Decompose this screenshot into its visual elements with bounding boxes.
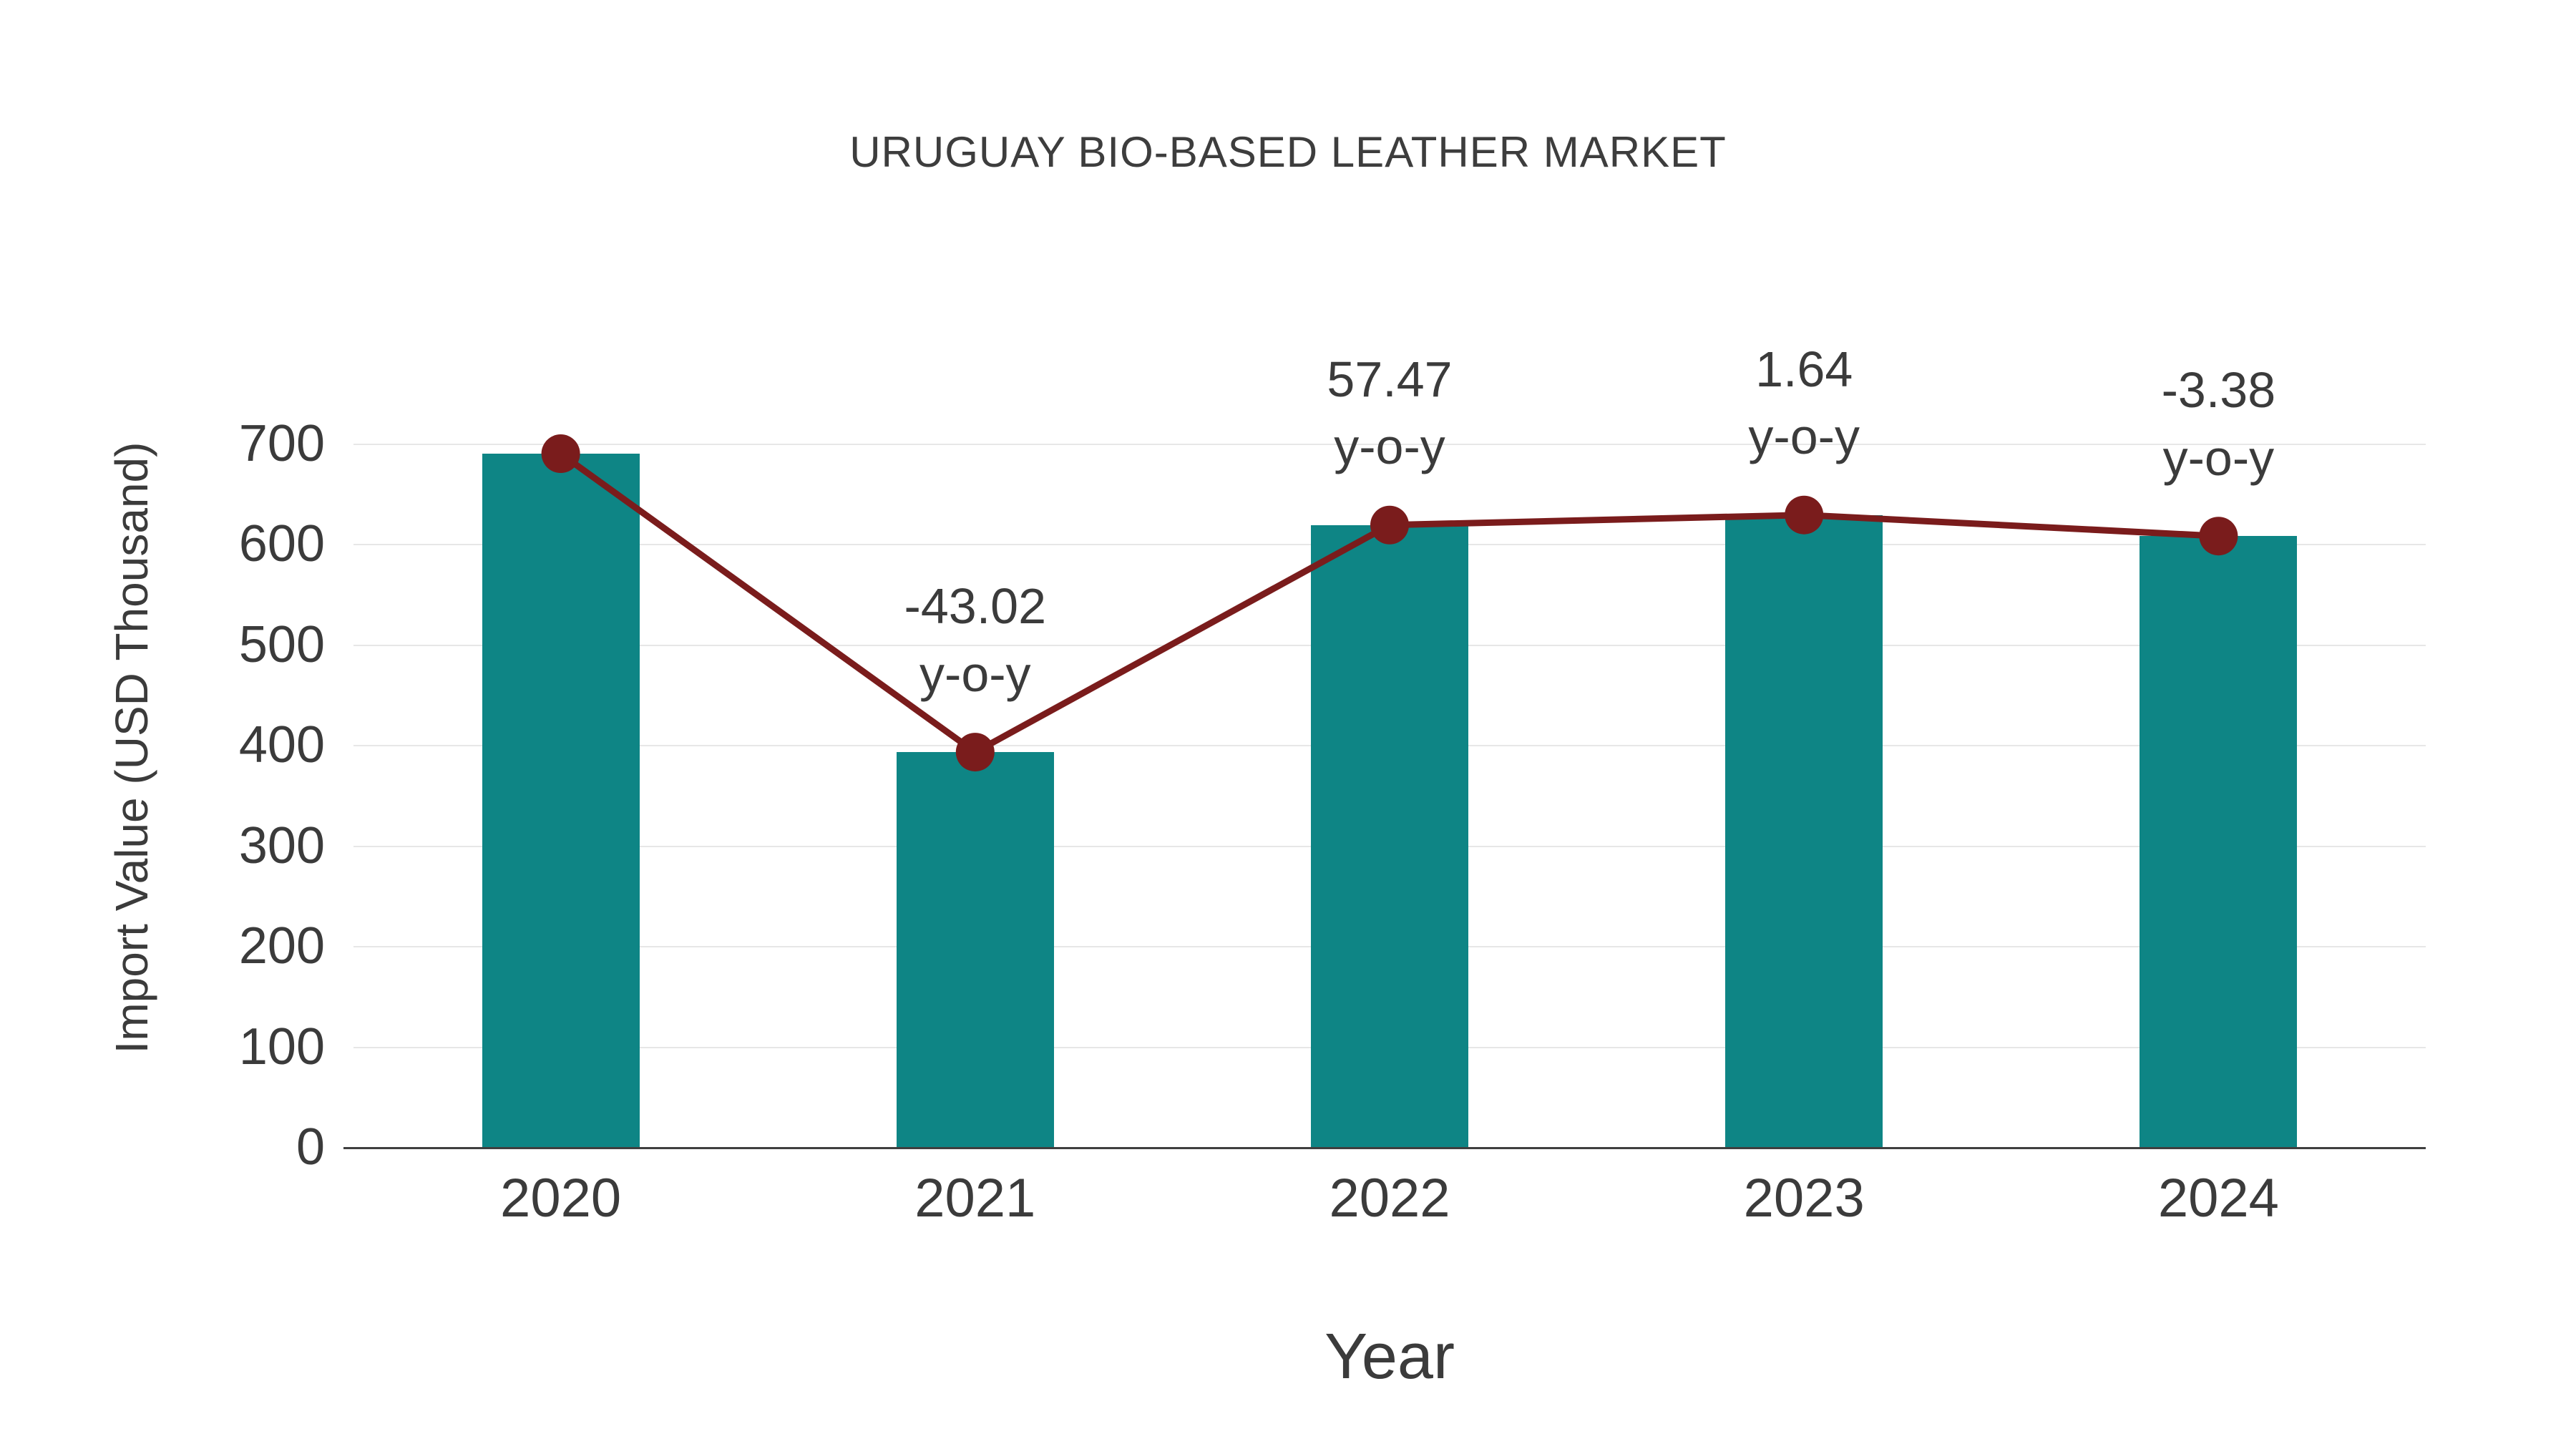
y-tick-label-200: 200 xyxy=(238,917,325,975)
x-axis-title: Year xyxy=(1324,1321,1455,1392)
annotation-line: -43.02 xyxy=(904,578,1047,635)
x-tick-label-2024: 2024 xyxy=(2157,1168,2279,1229)
x-tick-label-2021: 2021 xyxy=(914,1168,1036,1229)
annotation-line: y-o-y xyxy=(2162,429,2275,486)
y-tick-label-700: 700 xyxy=(238,415,325,472)
annotation-2023: 1.64 y-o-y xyxy=(1748,336,1860,471)
y-tick-label-500: 500 xyxy=(238,615,325,673)
annotation-line: 57.47 xyxy=(1327,351,1453,407)
annotation-line: y-o-y xyxy=(1748,409,1860,465)
bar-2021 xyxy=(896,752,1054,1147)
y-tick-label-400: 400 xyxy=(238,716,325,774)
x-tick-label-2023: 2023 xyxy=(1743,1168,1865,1229)
bar-2020 xyxy=(482,454,640,1147)
annotation-line: y-o-y xyxy=(919,645,1031,702)
x-tick-label-2022: 2022 xyxy=(1329,1168,1450,1229)
annotation-line: -3.38 xyxy=(2161,362,2276,419)
x-tick-label-2020: 2020 xyxy=(500,1168,622,1229)
bar-2023 xyxy=(1725,514,1883,1147)
x-axis-line xyxy=(343,1147,2426,1149)
annotation-line: 1.64 xyxy=(1755,341,1853,397)
annotation-2021: -43.02 y-o-y xyxy=(904,572,1046,708)
annotation-2022: 57.47 y-o-y xyxy=(1327,346,1452,481)
y-tick-label-300: 300 xyxy=(238,816,325,874)
y-axis-title: Import Value (USD Thousand) xyxy=(106,441,157,1054)
chart-title: URUGUAY BIO-BASED LEATHER MARKET xyxy=(849,128,1727,176)
bar-2022 xyxy=(1311,525,1468,1147)
bar-2024 xyxy=(2140,536,2298,1147)
annotation-2024: -3.38 y-o-y xyxy=(2162,356,2276,492)
y-tick-label-0: 0 xyxy=(296,1118,325,1176)
y-tick-label-100: 100 xyxy=(238,1018,325,1075)
annotation-line: y-o-y xyxy=(1334,419,1445,475)
gridline-700 xyxy=(353,444,2426,445)
y-tick-label-600: 600 xyxy=(238,515,325,573)
